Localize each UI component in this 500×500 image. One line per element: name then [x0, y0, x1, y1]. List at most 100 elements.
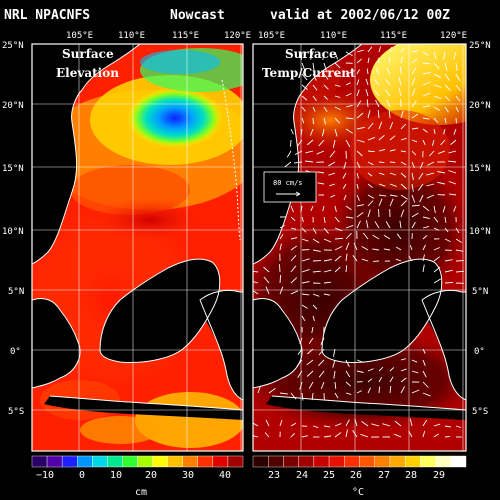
colorbar-swatch [268, 455, 284, 468]
current-vector [323, 95, 329, 100]
current-vector [433, 423, 441, 427]
svg-text:25°N: 25°N [2, 41, 24, 51]
current-vector [345, 139, 351, 148]
svg-text:25°N: 25°N [469, 41, 491, 51]
current-vector [253, 422, 259, 427]
current-vector [422, 128, 428, 133]
svg-text:0: 0 [79, 470, 85, 481]
current-vector [367, 200, 374, 207]
current-vector [356, 49, 364, 53]
current-vector [388, 110, 391, 119]
current-vector [389, 183, 397, 187]
current-vector [419, 161, 424, 169]
current-vector [301, 95, 308, 101]
current-vector [411, 194, 416, 203]
figure-header: NRL NPACNFS Nowcast valid at 2002/06/12 … [4, 8, 450, 23]
elevation-landmass [32, 44, 243, 420]
current-vector [422, 381, 429, 388]
current-vector [334, 117, 341, 124]
current-vector [411, 359, 418, 363]
current-vector [345, 117, 354, 120]
current-vector [378, 208, 380, 218]
current-vector [253, 290, 259, 295]
current-vector [316, 171, 325, 174]
current-vector [400, 137, 407, 141]
elevation-grid [32, 44, 243, 451]
current-vector [411, 370, 419, 374]
svg-text:0°: 0° [10, 347, 21, 357]
current-vector [377, 57, 380, 64]
colorbar-swatch [374, 455, 391, 468]
svg-text:105°E: 105°E [258, 31, 285, 41]
current-vector [427, 161, 435, 166]
current-vector [444, 259, 453, 262]
current-vector [323, 106, 328, 113]
current-vector [323, 258, 332, 262]
current-vector [286, 150, 292, 158]
current-vector [433, 106, 441, 111]
current-vector [345, 205, 352, 211]
current-vector [386, 67, 391, 75]
current-vector [345, 82, 351, 86]
current-vector [400, 172, 407, 178]
current-vector [374, 79, 380, 86]
current-vector [316, 150, 325, 155]
current-vector [343, 194, 347, 201]
current-vector [334, 205, 337, 212]
current-vector [334, 84, 341, 87]
current-vector [290, 205, 294, 213]
svg-text:120°E: 120°E [440, 31, 467, 41]
current-vector [444, 117, 447, 124]
current-vector [332, 359, 336, 368]
current-vector [328, 161, 336, 167]
current-vector [411, 58, 418, 64]
colorbar-swatch [389, 455, 406, 468]
current-vector [345, 128, 353, 134]
current-vector [418, 172, 424, 180]
current-vector [375, 99, 380, 108]
current-vector [290, 139, 292, 147]
current-vector [345, 224, 354, 229]
temperature-lon-labels: 105°E 110°E 115°E 120°E [258, 31, 467, 41]
current-vector [332, 139, 336, 148]
current-vector [356, 390, 362, 394]
colorbar-swatch [122, 455, 138, 468]
current-vector [400, 200, 408, 207]
colorbar-swatch [404, 455, 421, 468]
current-vector [308, 337, 314, 344]
current-vector [345, 370, 351, 378]
current-vector [411, 67, 417, 75]
current-vector [330, 194, 336, 198]
current-vector [342, 172, 347, 179]
current-vector [356, 212, 364, 218]
current-vector [389, 376, 394, 383]
current-vector [334, 237, 343, 240]
current-vector [444, 106, 449, 113]
current-vector [444, 425, 451, 428]
current-vector [411, 212, 419, 218]
current-vector [367, 136, 376, 141]
current-vector [455, 95, 461, 102]
current-vector [362, 232, 369, 240]
current-vector [290, 254, 297, 262]
current-vector [411, 150, 417, 156]
current-vector [371, 423, 380, 427]
current-vector [378, 172, 385, 176]
current-vector [312, 227, 317, 234]
colorbar-swatch [197, 455, 214, 468]
current-vector [442, 205, 446, 213]
current-vector [400, 368, 407, 372]
current-vector [323, 435, 332, 438]
current-vector [356, 204, 364, 207]
current-vector [433, 73, 442, 79]
svg-text:10°N: 10°N [2, 227, 24, 237]
current-vector [322, 51, 325, 60]
current-vector [310, 128, 314, 136]
elevation-colorbar [31, 455, 244, 468]
current-vector [422, 81, 431, 86]
nowcast-label: Nowcast [170, 8, 225, 23]
current-vector [333, 370, 336, 379]
current-vector [455, 249, 464, 252]
colorbar-swatch [328, 455, 345, 468]
current-vector [323, 117, 327, 125]
